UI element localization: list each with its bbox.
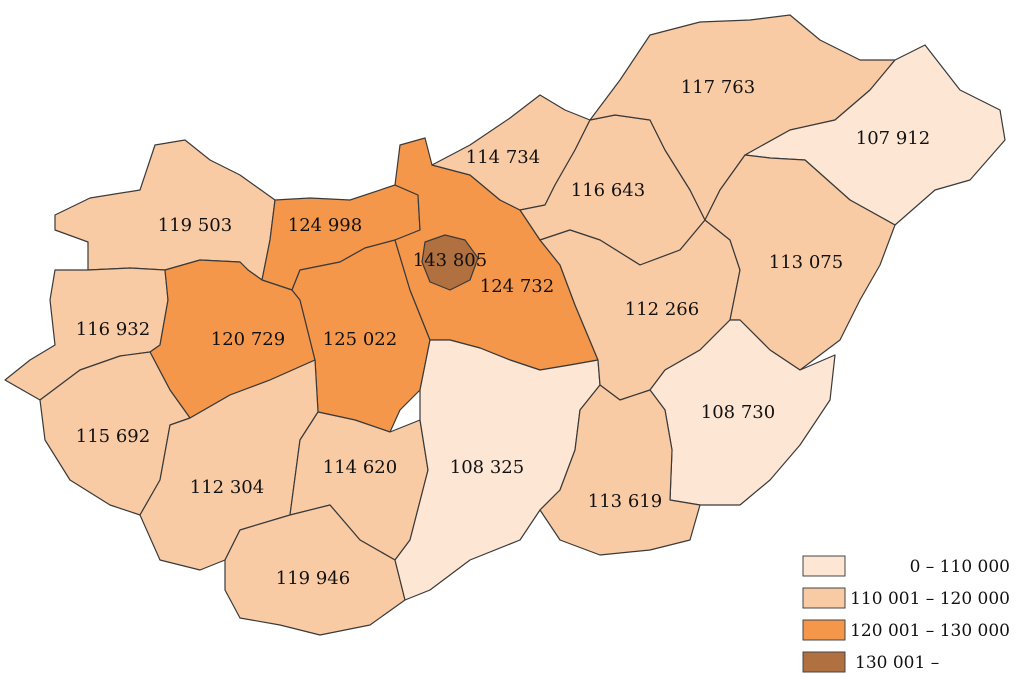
region-csongrad[interactable] — [539, 384, 701, 556]
region-label-bekes: 108 730 — [701, 402, 775, 423]
legend-swatch-1 — [802, 555, 846, 577]
legend-label-1: 0 – 110 000 — [910, 557, 1010, 577]
region-baranya[interactable] — [224, 504, 406, 636]
region-label-nograd: 114 734 — [466, 147, 540, 168]
region-label-fejer: 125 022 — [323, 329, 397, 350]
legend-label-4: 130 001 – — [855, 653, 939, 673]
region-label-vas: 116 932 — [76, 319, 150, 340]
region-label-csongrad: 113 619 — [588, 491, 662, 512]
legend-label-3: 120 001 – 130 000 — [850, 621, 1010, 641]
region-gyor-moson-sopron[interactable] — [54, 139, 276, 281]
region-label-szabolcs: 107 912 — [856, 128, 930, 149]
region-hajdu-bihar[interactable] — [704, 154, 896, 371]
region-label-baranya: 119 946 — [276, 568, 350, 589]
map-legend: 0 – 110 000 110 001 – 120 000 120 001 – … — [802, 555, 1010, 673]
region-label-hajdu-bihar: 113 075 — [769, 252, 843, 273]
region-label-tolna: 114 620 — [323, 457, 397, 478]
region-label-jasz-nagykun-szolnok: 112 266 — [625, 299, 699, 320]
region-budapest[interactable] — [421, 234, 479, 291]
region-label-somogy: 112 304 — [190, 477, 264, 498]
region-label-heves: 116 643 — [571, 180, 645, 201]
region-label-budapest: 143 805 — [413, 250, 487, 271]
region-label-veszprem: 120 729 — [211, 329, 285, 350]
region-label-borsod: 117 763 — [681, 77, 755, 98]
legend-swatch-4 — [802, 651, 846, 673]
region-label-pest: 124 732 — [480, 276, 554, 297]
legend-swatch-2 — [802, 587, 846, 609]
region-label-gyor-moson-sopron: 119 503 — [158, 215, 232, 236]
legend-label-2: 110 001 – 120 000 — [850, 589, 1010, 609]
legend-swatch-3 — [802, 619, 846, 641]
region-label-bacs-kiskun: 108 325 — [450, 457, 524, 478]
region-label-komarom-esztergom: 124 998 — [288, 215, 362, 236]
region-label-zala: 115 692 — [76, 426, 150, 447]
